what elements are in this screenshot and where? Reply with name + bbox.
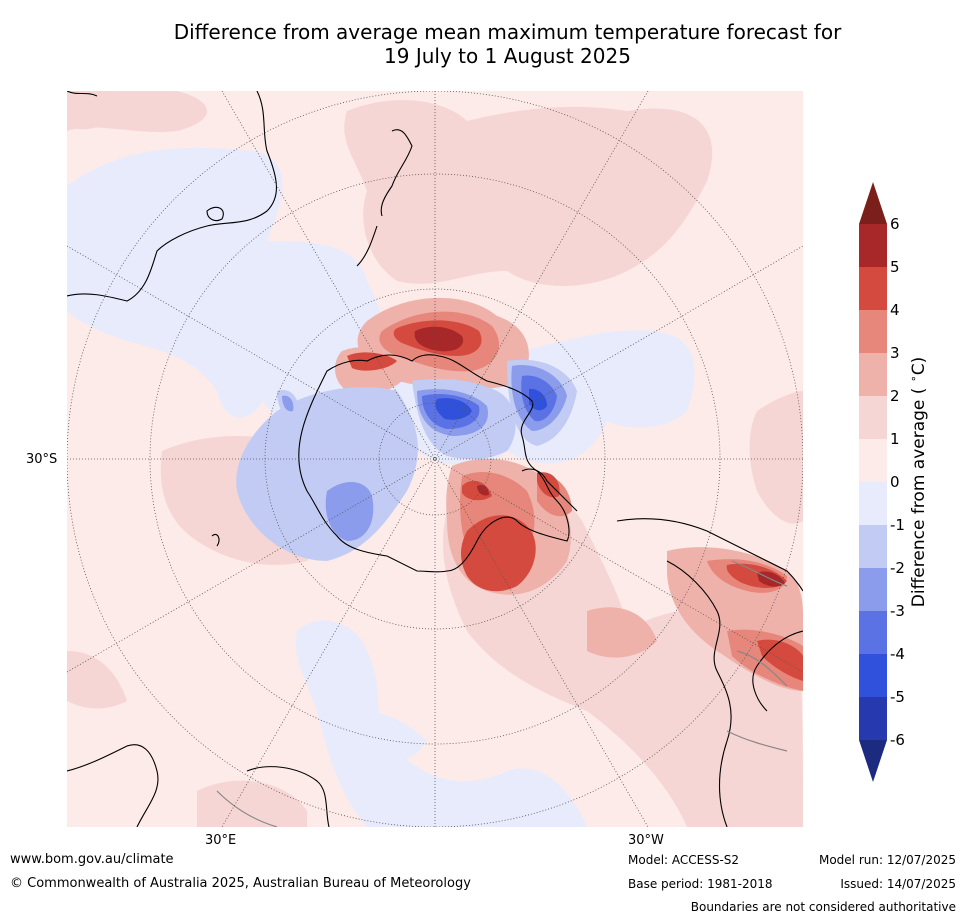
colorbar-band — [859, 439, 887, 482]
colorbar-tick-label: -6 — [890, 731, 905, 749]
colorbar-tick-label: -2 — [890, 559, 905, 577]
colorbar-band — [859, 396, 887, 439]
graticule — [67, 91, 803, 827]
colorbar-tick-label: -3 — [890, 602, 905, 620]
model-text: Model: ACCESS-S2 — [628, 853, 740, 867]
colorbar-band — [859, 654, 887, 697]
lon-label-30w: 30°W — [628, 833, 664, 848]
colorbar-band — [859, 267, 887, 310]
colorbar-tick-label: 4 — [890, 301, 900, 319]
map-title: Difference from average mean maximum tem… — [0, 20, 965, 68]
colorbar-band — [859, 525, 887, 568]
copyright-text: © Commonwealth of Australia 2025, Austra… — [10, 876, 471, 891]
colorbar-band — [859, 482, 887, 525]
issued-text: Issued: 14/07/2025 — [840, 877, 956, 891]
colorbar-title: Difference from average ( ∘C) — [907, 356, 929, 608]
coastlines — [67, 91, 803, 827]
model-run-text: Model run: 12/07/2025 — [818, 853, 956, 867]
lat-label-30s: 30°S — [26, 452, 58, 467]
colorbar-tick-label: 0 — [890, 473, 900, 491]
website-link[interactable]: www.bom.gov.au/climate — [10, 852, 174, 867]
colorbar-band — [859, 568, 887, 611]
colorbar-tick-label: -5 — [890, 688, 905, 706]
temperature-anomaly-map — [67, 91, 803, 827]
colorbar-tick-label: 2 — [890, 387, 900, 405]
base-period-text: Base period: 1981-2018 — [628, 877, 773, 891]
title-line-2: 19 July to 1 August 2025 — [384, 44, 631, 68]
title-line-1: Difference from average mean maximum tem… — [173, 20, 842, 44]
colorbar-tick-label: 3 — [890, 344, 900, 362]
lon-label-30e: 30°E — [205, 833, 237, 848]
colorbar-band — [859, 310, 887, 353]
colorbar-tick-label: -4 — [890, 645, 905, 663]
colorbar-tick-label: 6 — [890, 215, 900, 233]
colorbar-band — [859, 353, 887, 396]
colorbar-tick-label: 5 — [890, 258, 900, 276]
country-boundaries — [216, 560, 788, 827]
colorbar-extend-bottom — [859, 740, 887, 782]
colorbar-extend-top — [859, 182, 887, 224]
disclaimer-text: Boundaries are not considered authoritat… — [690, 900, 956, 914]
colorbar: 6 5 4 3 2 1 0 -1 -2 -3 -4 -5 -6 — [858, 182, 958, 782]
colorbar-tick-label: 1 — [890, 430, 900, 448]
colorbar-tick-label: -1 — [890, 516, 905, 534]
colorbar-band — [859, 697, 887, 740]
colorbar-band — [859, 224, 887, 267]
colorbar-band — [859, 611, 887, 654]
